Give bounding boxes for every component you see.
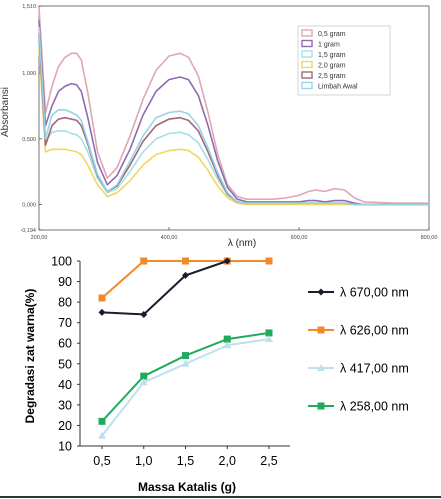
- y-tick-label: 20: [58, 419, 72, 433]
- x-tick-label: 2,0: [219, 454, 236, 468]
- series-line: [101, 331, 270, 422]
- y-tick-label: 40: [58, 378, 72, 392]
- y-axis-label: Absorbansi: [0, 87, 11, 137]
- data-point: [139, 378, 148, 386]
- series-line: [101, 260, 228, 316]
- legend-label: 1,5 gram: [318, 52, 346, 59]
- y-tick-label: 70: [58, 316, 72, 330]
- y-tick-label: 30: [58, 398, 72, 412]
- x-tick-label: 800,00: [421, 235, 438, 241]
- legend-swatch: [301, 50, 313, 58]
- series-line: [101, 260, 269, 299]
- x-tick-label: 400,00: [161, 235, 178, 241]
- degradation-chart: 10 20 30 40 50 60 70 80 90 100 0,5 1,0 1,5 2,0 2,5 Degr…: [23, 255, 409, 495]
- spectrum-line: [38, 7, 429, 204]
- x-tick-label: 600,00: [291, 235, 308, 241]
- legend-label: λ 417,00 nm: [340, 362, 409, 376]
- data-point: [265, 335, 273, 343]
- legend-label: 2,0 gram: [318, 63, 346, 70]
- data-point: [140, 310, 148, 318]
- legend-marker: [317, 402, 325, 410]
- data-point: [182, 271, 189, 279]
- legend-label: 1 gram: [318, 42, 340, 49]
- y-tick-label: 90: [58, 275, 72, 289]
- x-tick-label: 200,00: [31, 235, 48, 241]
- y-tick-label: 10: [58, 440, 72, 454]
- data-point: [98, 294, 106, 302]
- legend-label: λ 258,00 nm: [340, 400, 409, 414]
- y-axis-label: Degradasi zat warna(%): [23, 289, 37, 424]
- data-point: [140, 257, 148, 265]
- data-point: [140, 372, 148, 380]
- x-tick-label: 0,5: [93, 454, 110, 468]
- y-tick-label: 0,500: [22, 137, 36, 143]
- y-tick-label: 60: [58, 337, 72, 351]
- data-point: [223, 335, 231, 343]
- x-tick-label: 2,5: [260, 454, 277, 468]
- y-tick-label: 80: [58, 296, 72, 310]
- absorbance-spectrum-chart: 200,00 400,00 600,00 800,00 -0,194 0,000 0,500…: [0, 4, 438, 249]
- data-point: [98, 308, 106, 316]
- y-tick-label: 50: [58, 357, 72, 371]
- legend-label: Limbah Awal: [318, 84, 358, 91]
- legend-marker: [317, 364, 325, 371]
- legend-swatch: [301, 29, 313, 37]
- x-tick-label: 1,5: [177, 454, 194, 468]
- y-tick-label: 1,000: [22, 71, 36, 77]
- data-point: [265, 329, 273, 337]
- bottom-border: [0, 496, 441, 498]
- y-tick-label: -0,194: [20, 228, 36, 234]
- legend-marker: [317, 288, 325, 296]
- legend-swatch: [301, 39, 313, 48]
- y-tick-label: 100: [51, 255, 72, 269]
- data-point: [98, 417, 106, 425]
- y-tick-label: 1,510: [22, 4, 36, 10]
- spectrum-line: [38, 26, 429, 206]
- x-axis-label: Massa Katalis (g): [138, 480, 236, 494]
- x-tick-label: 1,0: [135, 454, 152, 468]
- data-point: [223, 257, 231, 265]
- legend-swatch: [301, 81, 313, 90]
- data-point: [182, 257, 189, 265]
- data-point: [182, 352, 189, 360]
- legend-box: [297, 25, 391, 96]
- x-axis-label: λ (nm): [228, 238, 256, 249]
- legend-marker: [317, 326, 325, 334]
- spectrum-line: [38, 20, 429, 206]
- y-tick-label: 0,000: [22, 202, 36, 208]
- legend-label: λ 626,00 nm: [340, 324, 409, 338]
- legend-swatch: [301, 71, 313, 79]
- data-point: [223, 341, 232, 349]
- data-point: [181, 359, 190, 367]
- legend-label: 2,5 gram: [318, 73, 346, 80]
- data-point: [98, 431, 106, 439]
- legend-swatch: [301, 60, 313, 69]
- legend-label: λ 670,00 nm: [340, 286, 409, 300]
- legend-label: 0,5 gram: [318, 31, 346, 38]
- spectrum-line: [38, 46, 429, 206]
- data-point: [265, 257, 273, 265]
